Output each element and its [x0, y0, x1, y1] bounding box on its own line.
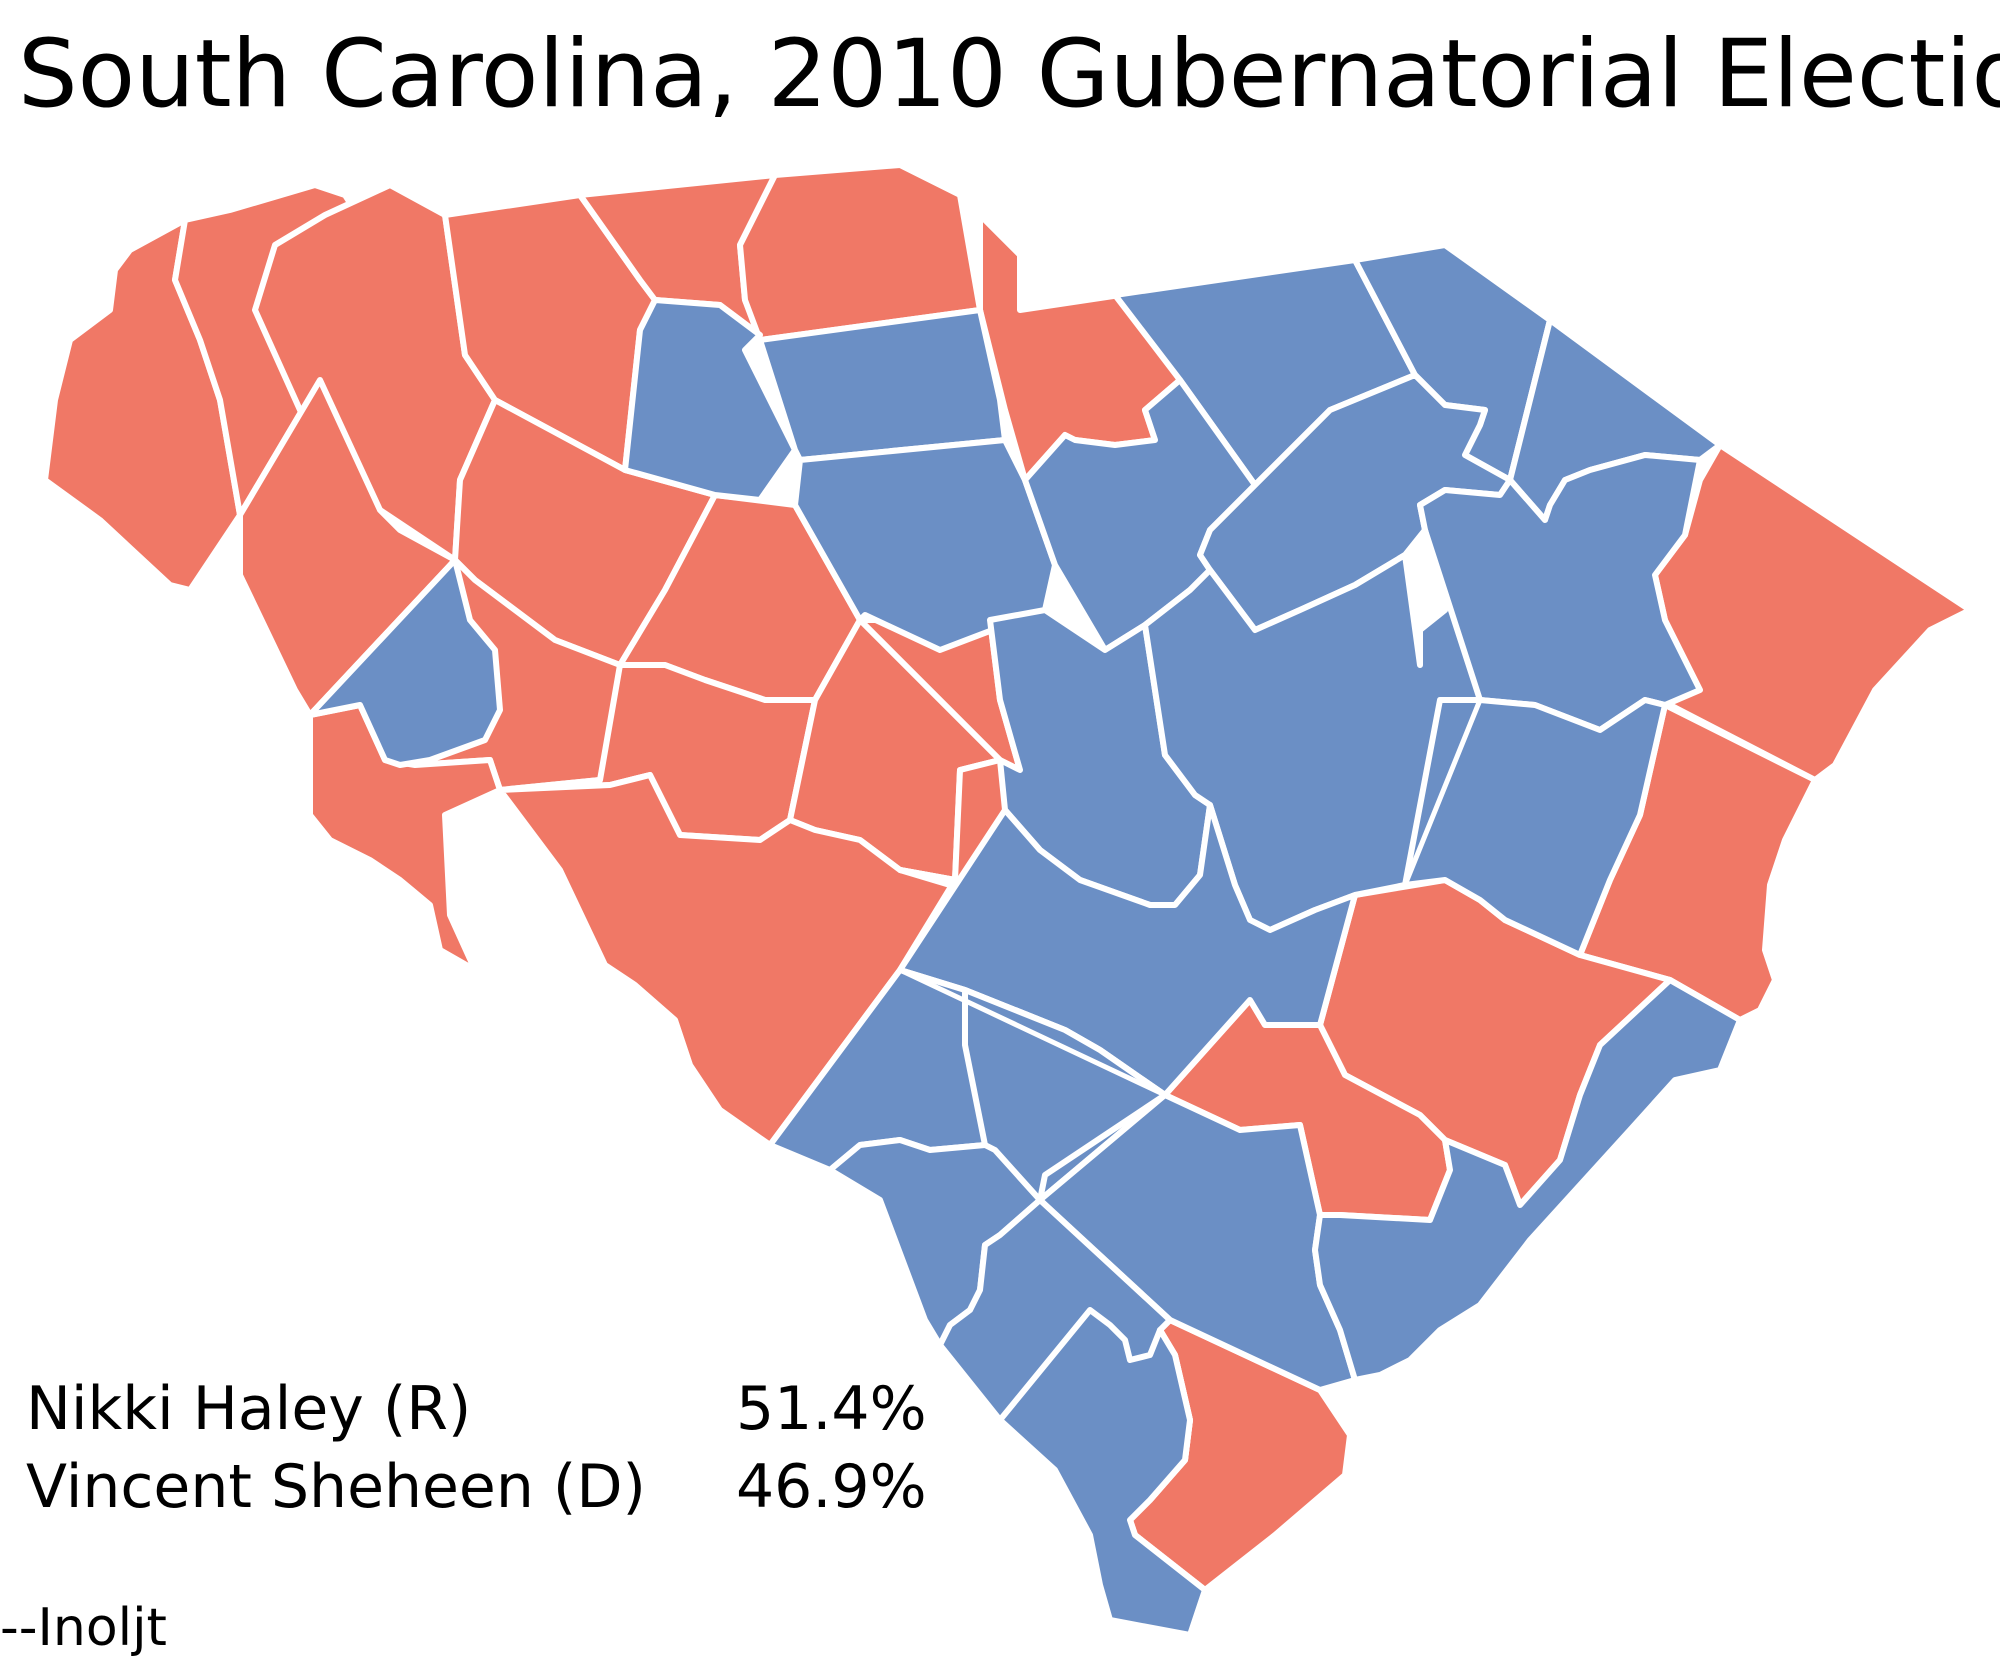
results-panel: Nikki Haley (R) 51.4% Vincent Sheheen (D… — [26, 1370, 927, 1526]
map-title: South Carolina, 2010 Gubernatorial Elect… — [18, 20, 2000, 129]
county-mccormick — [307, 702, 503, 973]
county-borders — [192, 242, 1723, 1422]
result-row-democrat: Vincent Sheheen (D) 46.9% — [26, 1448, 927, 1526]
candidate-name: Nikki Haley (R) — [26, 1374, 472, 1444]
county-bamberg — [962, 987, 1168, 1203]
county-charleston — [1312, 977, 1743, 1383]
county-clarendon — [1402, 697, 1668, 958]
county-jasper-south — [997, 1307, 1208, 1638]
author-credit: --Inoljt — [0, 1598, 167, 1658]
candidate-name: Vincent Sheheen (D) — [26, 1452, 646, 1522]
candidate-percent: 46.9% — [736, 1452, 927, 1522]
candidate-percent: 51.4% — [736, 1374, 927, 1444]
county-greenwood — [307, 557, 503, 768]
result-row-republican: Nikki Haley (R) 51.4% — [26, 1370, 927, 1448]
